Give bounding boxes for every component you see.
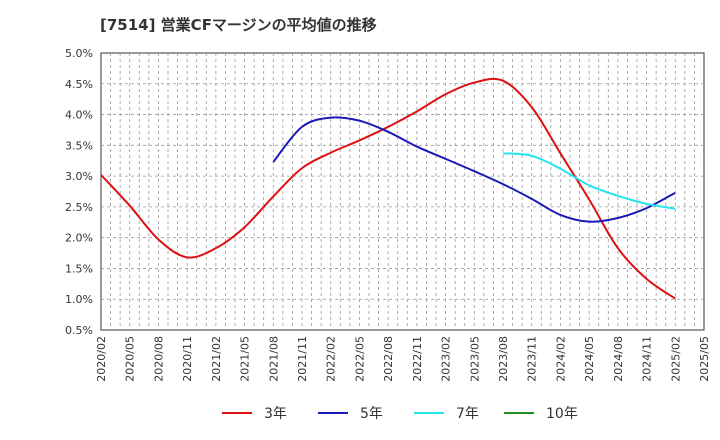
chart-title: [7514] 営業CFマージンの平均値の推移 [100,16,377,34]
x-tick-label: 2021/05 [239,336,252,382]
x-tick-label: 2024/02 [554,336,567,382]
x-tick-label: 2024/08 [612,336,625,382]
series-lines [100,77,676,300]
x-tick-label: 2021/02 [210,336,223,382]
legend-label-2: 7年 [456,406,479,422]
x-tick-label: 2023/05 [468,336,481,382]
y-tick-label: 4.0% [65,109,93,122]
x-tick-label: 2022/02 [325,336,338,382]
x-tick-label: 2024/05 [583,336,596,382]
series-line-2 [502,152,676,210]
x-tick-label: 2024/11 [641,336,654,382]
x-tick-label: 2020/11 [181,336,194,382]
x-tick-label: 2025/02 [669,336,682,382]
x-tick-label: 2025/05 [698,336,711,382]
x-axis-ticks: 2020/02 2020/05 2020/08 2020/11 2021/02 2021/… [95,336,711,382]
legend-label-1: 5年 [360,406,383,422]
x-tick-label: 2020/02 [95,336,108,382]
x-tick-label: 2022/11 [411,336,424,382]
y-tick-label: 5.0% [65,47,93,60]
x-tick-label: 2020/05 [124,336,137,382]
x-tick-label: 2022/08 [382,336,395,382]
series-line-0 [100,77,676,300]
y-tick-label: 1.5% [65,262,93,275]
x-tick-label: 2021/11 [296,336,309,382]
legend-label-0: 3年 [264,406,287,422]
y-tick-label: 2.5% [65,201,93,214]
x-tick-label: 2023/11 [526,336,539,382]
y-tick-label: 0.5% [65,324,93,337]
series-line-1 [272,116,676,223]
legend: 3年 5年 7年 10年 [222,406,578,422]
y-tick-label: 3.5% [65,139,93,152]
x-tick-label: 2023/08 [497,336,510,382]
plot-area [100,52,705,331]
legend-label-3: 10年 [546,406,578,422]
y-tick-label: 4.5% [65,78,93,91]
x-tick-label: 2023/02 [440,336,453,382]
x-tick-label: 2022/05 [353,336,366,382]
y-tick-label: 1.0% [65,293,93,306]
x-tick-label: 2020/08 [152,336,165,382]
y-tick-label: 3.0% [65,170,93,183]
y-tick-label: 2.0% [65,232,93,245]
y-axis-ticks: 0.5% 1.0% 1.5% 2.0% 2.5% 3.0% 3.5% 4.0% 4.5% 5.0% [65,47,93,337]
grid [101,53,704,330]
x-tick-label: 2021/08 [267,336,280,382]
